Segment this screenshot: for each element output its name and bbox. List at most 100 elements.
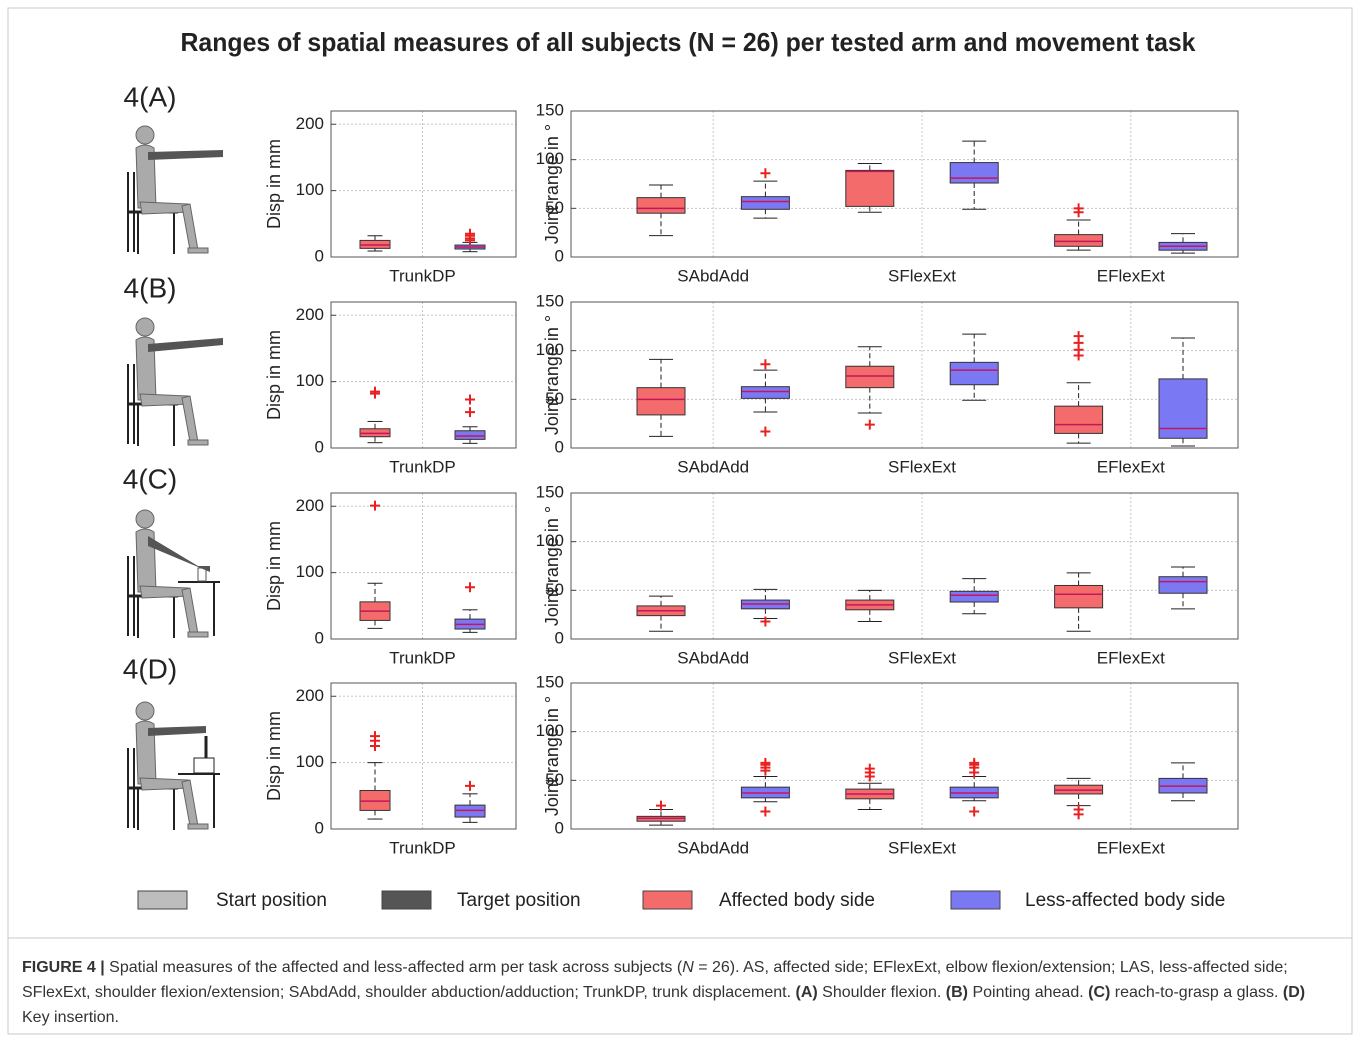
outlier [760,426,771,437]
y-tick-label: 50 [545,770,564,789]
outlier [760,359,771,370]
y-tick-label: 0 [555,628,564,647]
box-chart: 0 100 200 TrunkDP Disp in mm [264,301,517,476]
y-tick-label: 200 [296,496,324,515]
box [1054,234,1104,247]
caption-run: (C) [1088,984,1111,1001]
plot-area [331,683,516,829]
y-axis-label: Joint range in ° [542,506,562,626]
outlier [465,407,475,418]
plot-area [571,111,1238,257]
y-axis-label: Disp in mm [264,711,284,801]
plot-frame [570,682,1239,830]
plot-area [331,493,516,639]
x-tick-label: SAbdAdd [677,457,749,476]
outlier [656,800,666,811]
legend-swatch [642,890,693,910]
panel-label: 4(B) [124,272,177,303]
y-tick-label: 50 [545,580,564,599]
caption: FIGURE 4 | Spatial measures of the affec… [22,955,1332,1030]
x-tick-label: EFlexExt [1097,266,1165,285]
x-tick-label: SAbdAdd [677,266,749,285]
box [949,361,999,386]
outlier [760,806,771,817]
plot-frame [570,301,1239,449]
box [845,365,895,389]
x-tick-label: TrunkDP [389,457,455,476]
plot-area [571,493,1238,639]
plot-area [571,683,1238,829]
caption-run: (B) [945,984,969,1001]
outlier [760,168,771,179]
y-tick-label: 50 [545,198,564,217]
box-chart: 0 50 100 150 SAbdAdd SFlexExt EFlexExt Joint ra… [536,672,1239,857]
y-tick-label: 150 [536,482,564,501]
caption-run: Key insertion. [22,1009,119,1026]
legend-label: Less-affected body side [1025,890,1225,911]
box [740,386,790,399]
outlier [465,228,475,239]
panel-label: 4(D) [123,653,177,684]
y-axis-label: Disp in mm [264,139,284,229]
x-tick-label: SFlexExt [888,266,956,285]
x-tick-label: EFlexExt [1097,457,1165,476]
legend-swatch [381,890,432,910]
y-tick-label: 0 [555,818,564,837]
y-tick-label: 100 [536,531,564,550]
box-chart: 0 100 200 TrunkDP Disp in mm [264,110,517,285]
figure-title: Ranges of spatial measures of all subjec… [181,27,1197,57]
panel-label: 4(C) [123,463,177,494]
outlier [465,780,475,791]
y-tick-label: 200 [296,305,324,324]
box-chart: 0 50 100 150 SAbdAdd SFlexExt EFlexExt Joint ra… [536,482,1239,667]
outlier [969,757,980,768]
illustration [126,700,220,832]
illustration [126,508,220,640]
x-tick-label: SFlexExt [888,648,956,667]
caption-run: Shoulder flexion. [817,984,946,1001]
box [845,169,895,207]
plot-frame [330,301,517,449]
y-tick-label: 150 [536,672,564,691]
box-chart: 0 100 200 TrunkDP Disp in mm [264,492,517,667]
box [949,590,999,603]
y-tick-label: 100 [536,149,564,168]
x-tick-label: EFlexExt [1097,838,1165,857]
y-tick-label: 150 [536,291,564,310]
plot-frame [330,682,517,830]
plot-frame [330,492,517,640]
x-tick-label: SAbdAdd [677,648,749,667]
box [1158,576,1208,594]
box-chart: 0 50 100 150 SAbdAdd SFlexExt EFlexExt Joint ra… [536,100,1239,285]
caption-run: Pointing ahead. [968,984,1089,1001]
outlier [760,616,771,627]
y-tick-label: 200 [296,686,324,705]
outlier [370,386,380,397]
outlier [864,763,875,774]
outlier [370,500,380,511]
caption-run: N [682,959,694,976]
legend-swatch [950,890,1001,910]
outlier [864,419,875,430]
caption-run: (D) [1282,984,1306,1001]
plot-area [331,111,516,257]
y-tick-label: 200 [296,114,324,133]
x-tick-label: EFlexExt [1097,648,1165,667]
box [1054,584,1104,609]
frame [7,7,1353,1035]
y-tick-label: 100 [296,752,324,771]
legend-swatch [137,890,188,910]
plot-frame [570,492,1239,640]
panel-label: 4(A) [124,81,177,112]
x-tick-label: TrunkDP [389,838,455,857]
y-tick-label: 0 [315,818,324,837]
outlier [760,757,771,768]
outlier [465,394,475,405]
box-chart: 0 50 100 150 SAbdAdd SFlexExt EFlexExt Joint ra… [536,291,1239,476]
box [949,162,999,184]
legend-label: Affected body side [719,890,875,911]
x-tick-label: SFlexExt [888,457,956,476]
x-tick-label: TrunkDP [389,648,455,667]
y-axis-label: Disp in mm [264,521,284,611]
